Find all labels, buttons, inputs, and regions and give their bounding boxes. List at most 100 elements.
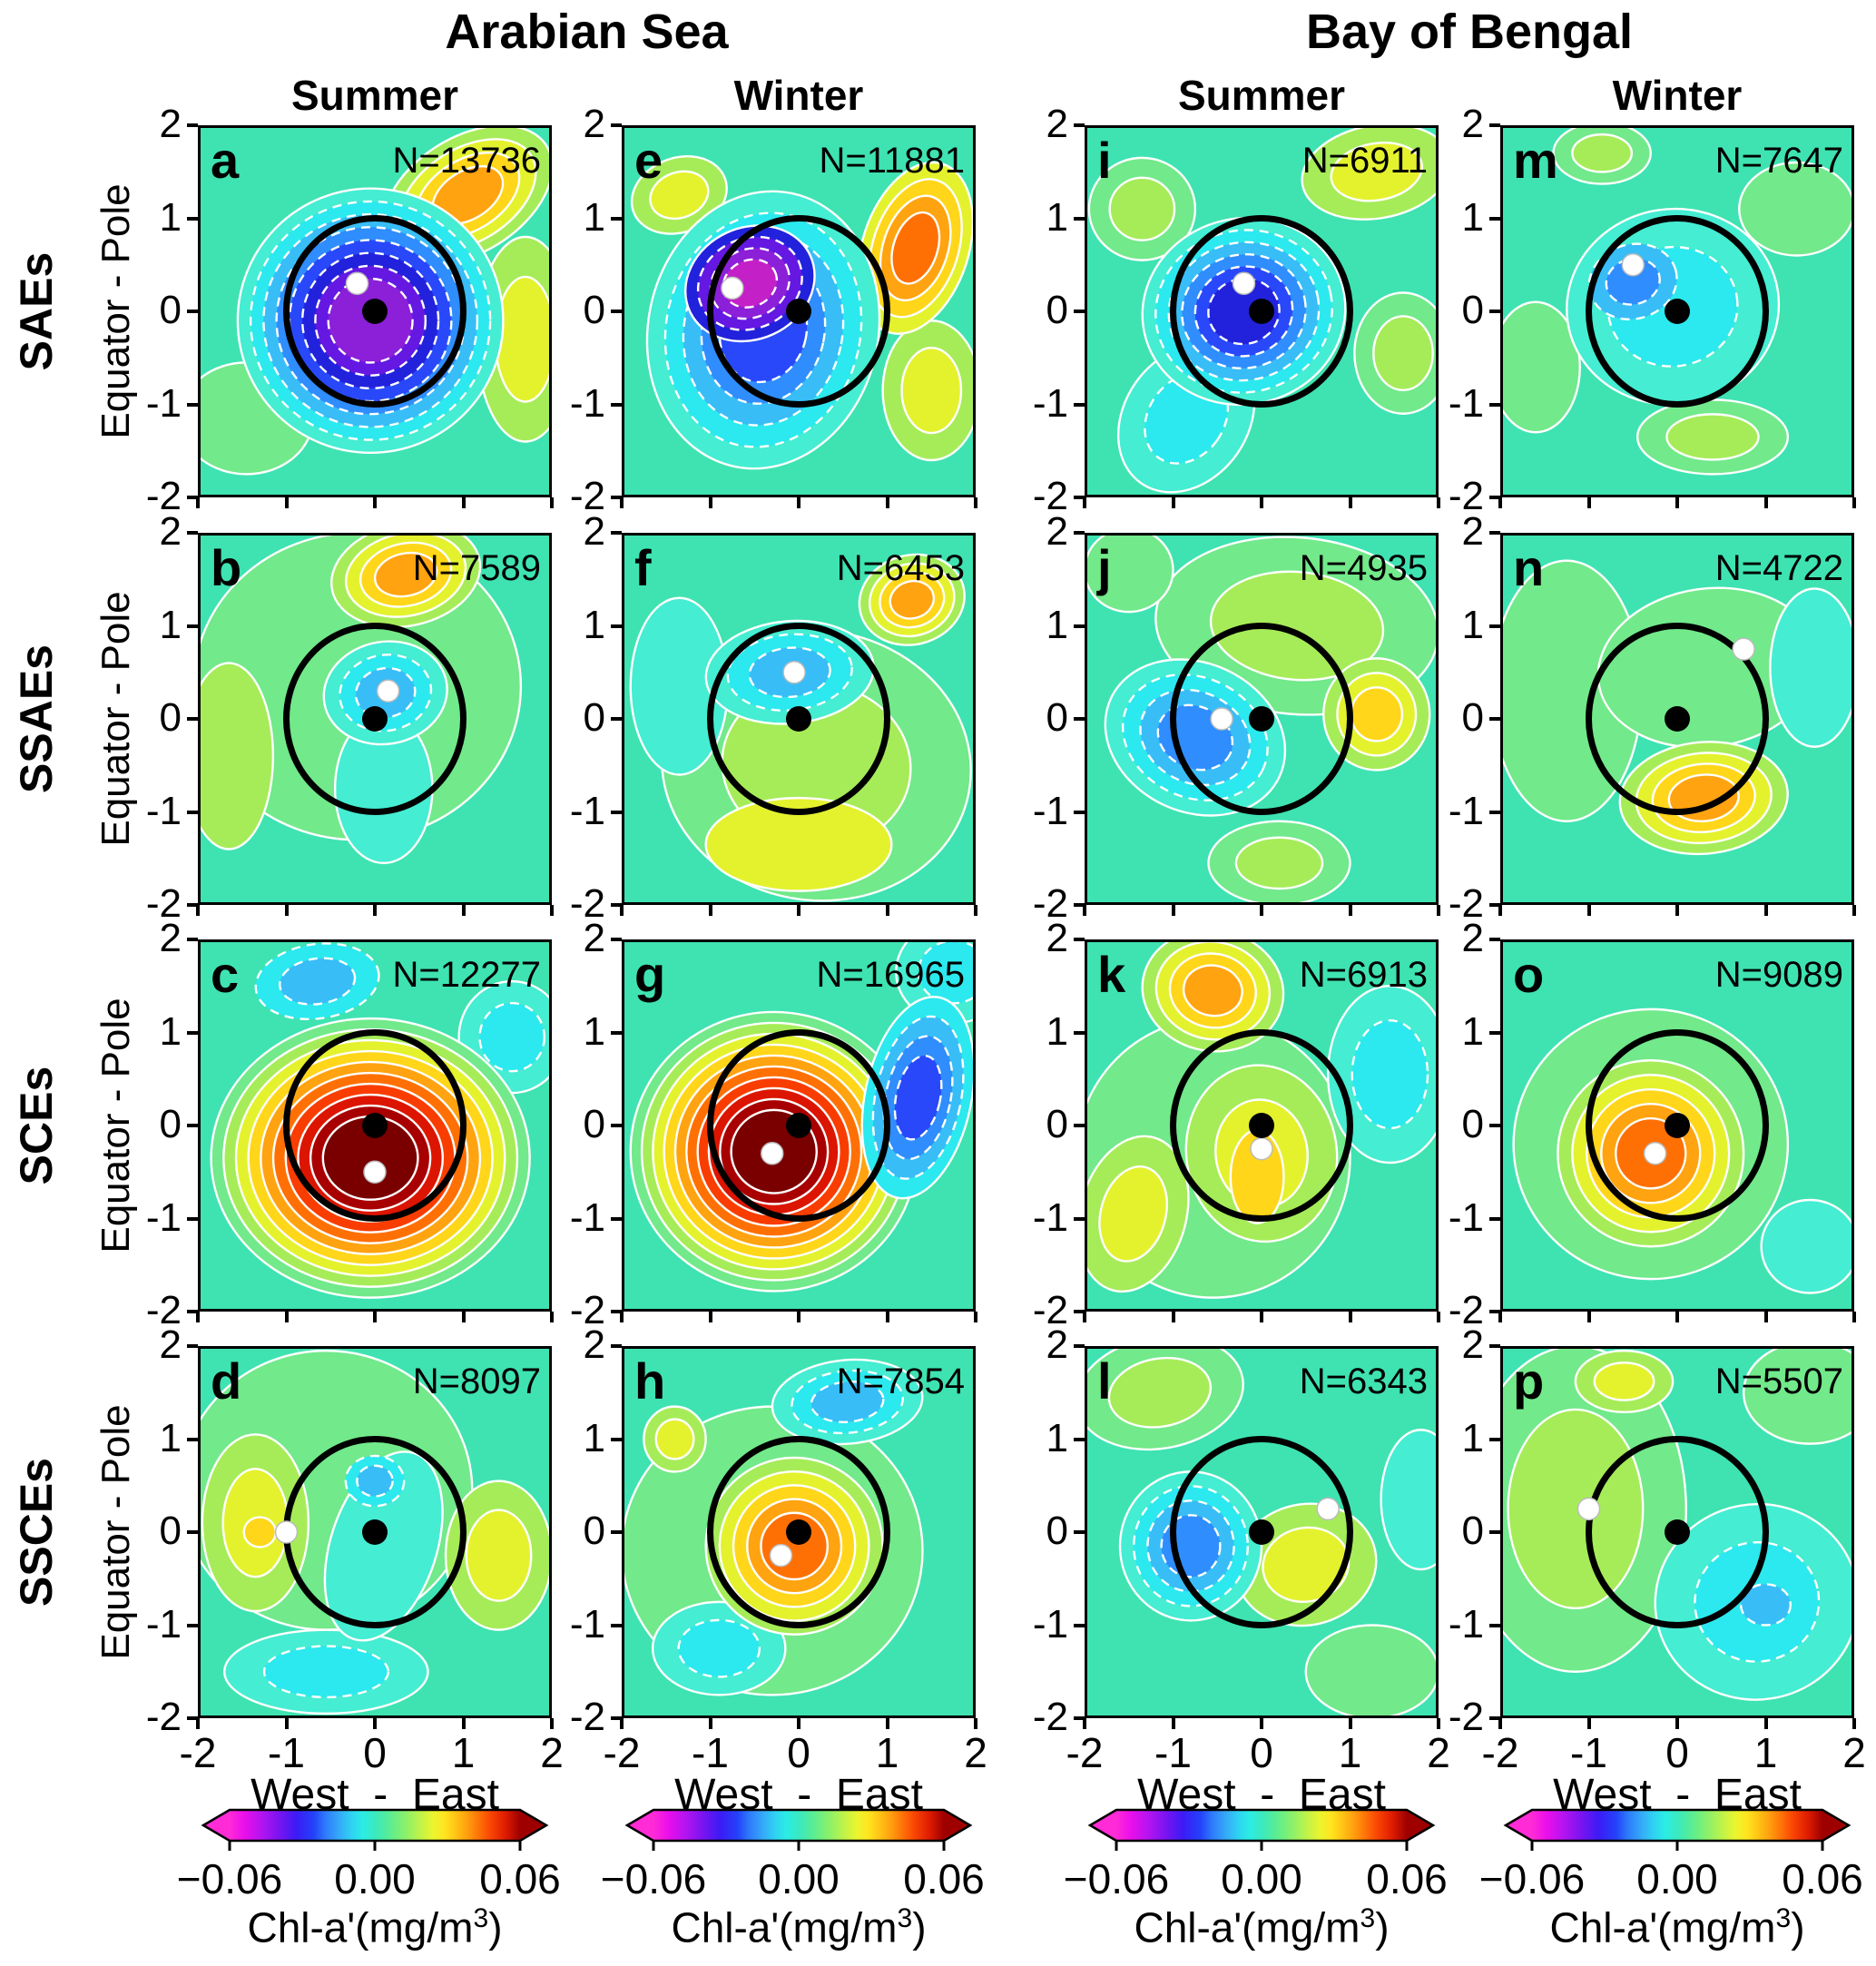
panel-letter-m: m bbox=[1513, 132, 1558, 189]
y-tick-mark bbox=[187, 1623, 198, 1627]
eddy-circle bbox=[1586, 623, 1769, 815]
y-tick-mark bbox=[1489, 1030, 1500, 1035]
y-tick-mark bbox=[187, 1344, 198, 1348]
y-tick-label: -2 bbox=[569, 1288, 605, 1332]
x-tick-mark bbox=[1260, 1312, 1263, 1322]
y-tick-mark bbox=[611, 624, 622, 628]
x-tick-mark bbox=[284, 1718, 289, 1729]
x-tick-mark bbox=[1260, 1718, 1263, 1729]
center-dot bbox=[786, 706, 811, 732]
colorbar-0 bbox=[201, 1808, 549, 1851]
y-tick-mark bbox=[1074, 624, 1085, 628]
x-tick-mark bbox=[1852, 1718, 1856, 1729]
y-tick-label: 2 bbox=[1046, 916, 1068, 960]
y-tick-label: -1 bbox=[1032, 1194, 1068, 1240]
x-tick-mark bbox=[1348, 497, 1352, 508]
panel-d-plot: d N=8097 bbox=[179, 1346, 554, 1718]
center-dot bbox=[1249, 706, 1274, 732]
center-dot bbox=[786, 1519, 811, 1545]
y-tick-label: -1 bbox=[1032, 380, 1068, 426]
y-tick-label: 0 bbox=[1461, 288, 1484, 332]
y-tick-label: 1 bbox=[159, 1415, 182, 1460]
y-tick-label: -1 bbox=[1448, 380, 1484, 426]
y-tick-label: 2 bbox=[1461, 509, 1484, 554]
colorbar-tick-label: −0.06 bbox=[176, 1855, 283, 1902]
y-tick-mark bbox=[611, 123, 622, 127]
y-tick-label: -1 bbox=[1448, 1601, 1484, 1647]
y-tick-mark bbox=[187, 810, 198, 814]
panel-letter-i: i bbox=[1097, 132, 1112, 189]
panel-letter-n: n bbox=[1513, 539, 1544, 596]
panel-count-k: N=6913 bbox=[1300, 955, 1428, 995]
y-tick-label: 2 bbox=[159, 1322, 182, 1367]
y-tick-mark bbox=[1074, 531, 1085, 535]
row-label-ssaes: SSAEs bbox=[11, 644, 62, 793]
x-tick-mark bbox=[284, 1312, 289, 1322]
y-tick-mark bbox=[611, 1030, 622, 1035]
y-tick-mark bbox=[611, 1623, 622, 1627]
y-tick-label: -1 bbox=[569, 380, 605, 426]
center-dot bbox=[786, 299, 811, 324]
y-tick-mark bbox=[611, 1344, 622, 1348]
panel-letter-f: f bbox=[634, 539, 652, 596]
y-tick-mark bbox=[187, 310, 198, 313]
colorbar-title: Chl-a'(mg/m3) bbox=[1134, 1903, 1390, 1951]
y-tick-label: -1 bbox=[1032, 1601, 1068, 1647]
center-dot bbox=[1665, 1519, 1690, 1545]
panel-g-plot: g N=16965 bbox=[622, 919, 1013, 1312]
x-tick-label: -2 bbox=[179, 1729, 217, 1776]
peak-dot bbox=[769, 1543, 793, 1568]
y-tick-label: -2 bbox=[1448, 474, 1484, 518]
y-tick-label: 1 bbox=[159, 194, 182, 240]
panel-j: j N=4935 bbox=[1083, 526, 1439, 907]
panel-letter-h: h bbox=[634, 1352, 665, 1410]
x-tick-label: 1 bbox=[451, 1729, 476, 1776]
y-tick-label: 1 bbox=[1461, 602, 1484, 647]
y-tick-label: -2 bbox=[1032, 474, 1068, 518]
panel-count-e: N=11881 bbox=[819, 141, 965, 181]
panel-count-d: N=8097 bbox=[413, 1361, 541, 1401]
y-tick-mark bbox=[1489, 531, 1500, 535]
colorbar-tick-label: −0.06 bbox=[1478, 1855, 1586, 1902]
y-tick-label: -1 bbox=[145, 380, 182, 426]
center-dot bbox=[1249, 1519, 1274, 1545]
x-tick-mark bbox=[1763, 497, 1768, 508]
panel-a-plot: a N=13736 bbox=[179, 124, 575, 497]
panel-g: g N=16965 bbox=[622, 919, 1013, 1312]
eddy-circle bbox=[1586, 1029, 1769, 1222]
panel-e-plot: e N=11881 bbox=[622, 125, 982, 497]
y-tick-mark bbox=[1074, 1124, 1085, 1127]
panel-count-n: N=4722 bbox=[1715, 548, 1843, 588]
y-tick-mark bbox=[187, 1310, 198, 1313]
x-tick-label: -1 bbox=[268, 1729, 305, 1776]
panel-letter-o: o bbox=[1513, 946, 1544, 1003]
y-tick-mark bbox=[187, 1716, 198, 1720]
panel-n-plot: n N=4722 bbox=[1490, 533, 1861, 905]
y-tick-mark bbox=[611, 1716, 622, 1720]
x-tick-mark bbox=[1675, 1718, 1679, 1729]
peak-dot bbox=[363, 1160, 387, 1184]
y-tick-mark bbox=[1489, 1216, 1500, 1221]
y-tick-label: 2 bbox=[583, 1322, 605, 1367]
y-tick-mark bbox=[187, 1030, 198, 1035]
x-tick-mark bbox=[1763, 905, 1768, 916]
y-tick-label: 2 bbox=[159, 509, 182, 554]
colorbar-tick-label: 0.00 bbox=[1221, 1855, 1302, 1902]
y-tick-label: 1 bbox=[583, 1008, 605, 1054]
y-tick-label: 0 bbox=[1046, 1509, 1068, 1553]
x-tick-mark bbox=[708, 1718, 712, 1729]
y-tick-mark bbox=[1074, 903, 1085, 907]
panel-count-b: N=7589 bbox=[413, 548, 541, 588]
x-tick-mark bbox=[974, 1312, 977, 1322]
x-tick-mark bbox=[1498, 905, 1502, 916]
y-tick-label: -2 bbox=[145, 474, 182, 518]
y-tick-label: 2 bbox=[1046, 509, 1068, 554]
panel-letter-c: c bbox=[211, 946, 239, 1003]
y-tick-label: 0 bbox=[583, 1509, 605, 1553]
colorbar-title: Chl-a'(mg/m3) bbox=[1549, 1903, 1805, 1951]
y-tick-mark bbox=[1074, 1623, 1085, 1627]
x-tick-mark bbox=[550, 1312, 554, 1322]
colorbar-tick-label: −0.06 bbox=[600, 1855, 707, 1902]
x-tick-mark bbox=[1852, 497, 1856, 508]
x-tick-mark bbox=[461, 905, 466, 916]
